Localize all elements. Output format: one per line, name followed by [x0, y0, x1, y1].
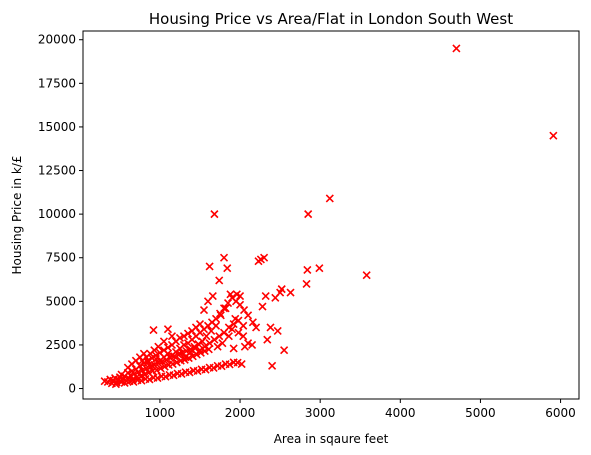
data-point — [223, 299, 233, 308]
y-tick-label: 0 — [68, 382, 76, 396]
data-point — [217, 362, 226, 371]
data-point — [362, 271, 371, 280]
y-axis: 0 2500 5000 7500 10000 12500 15000 17500 20000 — [38, 33, 83, 396]
chart-title: Housing Price vs Area/Flat in London Sou… — [149, 10, 513, 28]
x-axis-label: Area in sqaure feet — [274, 432, 389, 446]
data-point — [195, 346, 205, 355]
data-point — [195, 319, 205, 329]
data-point — [224, 323, 233, 332]
data-point — [219, 304, 229, 313]
data-point — [138, 356, 147, 365]
data-point — [325, 194, 334, 203]
data-point — [302, 279, 311, 288]
data-point — [252, 323, 261, 332]
data-point — [200, 342, 209, 351]
data-point — [303, 265, 312, 275]
data-point — [248, 340, 257, 349]
data-point — [167, 332, 177, 341]
y-tick-label: 15000 — [38, 120, 76, 134]
data-point — [266, 323, 275, 332]
y-tick-label: 5000 — [45, 294, 76, 308]
y-tick-label: 7500 — [45, 251, 76, 265]
data-point — [210, 210, 219, 219]
y-axis-label: Housing Price in k/£ — [10, 155, 24, 274]
data-point — [210, 335, 219, 344]
data-point — [215, 276, 224, 285]
x-axis: 1000 2000 3000 4000 5000 6000 — [145, 399, 576, 420]
plot-frame — [82, 30, 580, 400]
data-point — [229, 344, 238, 353]
data-point — [280, 346, 289, 355]
data-point — [452, 44, 461, 53]
y-tick-label: 17500 — [38, 76, 76, 90]
data-point — [268, 361, 277, 370]
data-point — [175, 349, 185, 358]
y-tick-label: 12500 — [38, 164, 76, 178]
data-point — [163, 343, 173, 352]
x-tick-label: 6000 — [545, 406, 576, 420]
data-point — [233, 358, 242, 367]
data-point — [111, 380, 120, 389]
data-point — [277, 285, 286, 294]
data-point — [208, 292, 217, 301]
data-point — [263, 335, 272, 344]
data-point — [225, 360, 234, 369]
data-point — [218, 339, 227, 348]
data-point — [205, 262, 214, 271]
x-tick-label: 1000 — [145, 406, 176, 420]
data-point — [120, 378, 129, 388]
data-point — [549, 131, 558, 140]
data-point — [194, 339, 203, 349]
data-point — [183, 329, 193, 338]
data-point — [205, 339, 214, 348]
data-point — [273, 326, 282, 336]
data-point — [198, 337, 207, 346]
data-point — [201, 365, 210, 374]
data-point — [261, 292, 270, 301]
data-point — [147, 361, 156, 370]
data-point — [213, 342, 222, 351]
data-point — [239, 321, 248, 330]
y-tick-label: 20000 — [38, 33, 76, 47]
x-tick-label: 2000 — [225, 406, 256, 420]
x-tick-label: 3000 — [305, 406, 336, 420]
data-point — [215, 309, 225, 318]
data-point — [315, 264, 324, 273]
data-point — [199, 305, 209, 315]
data-point — [229, 319, 238, 329]
data-point — [223, 264, 232, 273]
data-point — [235, 292, 245, 301]
y-tick-label: 2500 — [45, 338, 76, 352]
plot-area — [100, 44, 558, 389]
data-point — [286, 288, 295, 297]
data-point — [211, 314, 221, 323]
data-point — [215, 332, 224, 341]
data-point — [224, 332, 233, 341]
x-tick-label: 5000 — [465, 406, 496, 420]
data-point — [163, 325, 173, 334]
data-point — [219, 253, 229, 262]
data-point — [248, 318, 257, 327]
data-point — [235, 300, 245, 309]
data-point — [234, 328, 243, 337]
data-point — [239, 332, 248, 341]
data-point — [149, 326, 158, 335]
data-point — [191, 344, 200, 353]
y-tick-label: 10000 — [38, 207, 76, 221]
x-tick-label: 4000 — [385, 406, 416, 420]
data-point — [179, 332, 189, 341]
data-point — [209, 363, 218, 373]
data-point — [244, 311, 253, 320]
data-point — [304, 210, 313, 219]
data-point — [260, 253, 269, 262]
data-point — [186, 347, 195, 356]
data-point — [135, 361, 144, 370]
data-point — [258, 302, 267, 311]
data-point — [239, 305, 249, 315]
